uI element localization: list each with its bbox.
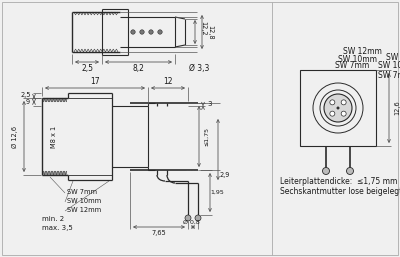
Text: SW 12mm: SW 12mm bbox=[343, 48, 382, 57]
Text: 8,2: 8,2 bbox=[132, 65, 144, 74]
Circle shape bbox=[195, 215, 201, 221]
Text: 12,8: 12,8 bbox=[207, 25, 213, 39]
Text: Leiterplattendicke:  ≤1,75 mm: Leiterplattendicke: ≤1,75 mm bbox=[280, 177, 397, 186]
Text: 2,9: 2,9 bbox=[220, 172, 230, 178]
Bar bbox=[300, 70, 376, 146]
Text: Ø 0,8: Ø 0,8 bbox=[183, 219, 199, 225]
Text: 2,5: 2,5 bbox=[21, 93, 31, 98]
Text: 1,95: 1,95 bbox=[210, 190, 224, 195]
Circle shape bbox=[346, 168, 354, 175]
Text: SW 10mm: SW 10mm bbox=[67, 198, 101, 204]
Text: M8 x 1: M8 x 1 bbox=[51, 125, 57, 148]
Circle shape bbox=[341, 111, 346, 116]
Text: 12: 12 bbox=[163, 78, 173, 87]
Text: SW 10mm: SW 10mm bbox=[378, 61, 400, 70]
Circle shape bbox=[330, 100, 335, 105]
Circle shape bbox=[330, 111, 335, 116]
Circle shape bbox=[149, 30, 153, 34]
Circle shape bbox=[337, 107, 339, 109]
Text: 7,65: 7,65 bbox=[152, 230, 166, 236]
Text: 3: 3 bbox=[208, 102, 212, 107]
Text: 9: 9 bbox=[26, 99, 30, 105]
Text: 12,2: 12,2 bbox=[200, 21, 206, 35]
Circle shape bbox=[322, 168, 330, 175]
Circle shape bbox=[341, 100, 346, 105]
Text: Ø 3,3: Ø 3,3 bbox=[189, 65, 209, 74]
Text: 12,6: 12,6 bbox=[394, 101, 400, 115]
Text: 2,5: 2,5 bbox=[81, 65, 93, 74]
Text: 17: 17 bbox=[90, 78, 100, 87]
Text: Ø 12,6: Ø 12,6 bbox=[12, 125, 18, 148]
Text: SW 12mm: SW 12mm bbox=[386, 53, 400, 62]
Circle shape bbox=[158, 30, 162, 34]
Text: SW 7mm: SW 7mm bbox=[335, 61, 369, 70]
Text: min. 2: min. 2 bbox=[42, 216, 64, 222]
Circle shape bbox=[140, 30, 144, 34]
Text: SW 12mm: SW 12mm bbox=[67, 207, 101, 213]
Text: SW 7mm: SW 7mm bbox=[378, 70, 400, 79]
Circle shape bbox=[185, 215, 191, 221]
Text: Sechskantmutter lose beigelegt: Sechskantmutter lose beigelegt bbox=[280, 188, 400, 197]
Circle shape bbox=[131, 30, 135, 34]
Text: ≤1,75: ≤1,75 bbox=[204, 127, 210, 146]
Text: SW 10mm: SW 10mm bbox=[338, 54, 377, 63]
Circle shape bbox=[324, 94, 352, 122]
Text: max. 3,5: max. 3,5 bbox=[42, 225, 73, 231]
Text: SW 7mm: SW 7mm bbox=[67, 189, 97, 195]
